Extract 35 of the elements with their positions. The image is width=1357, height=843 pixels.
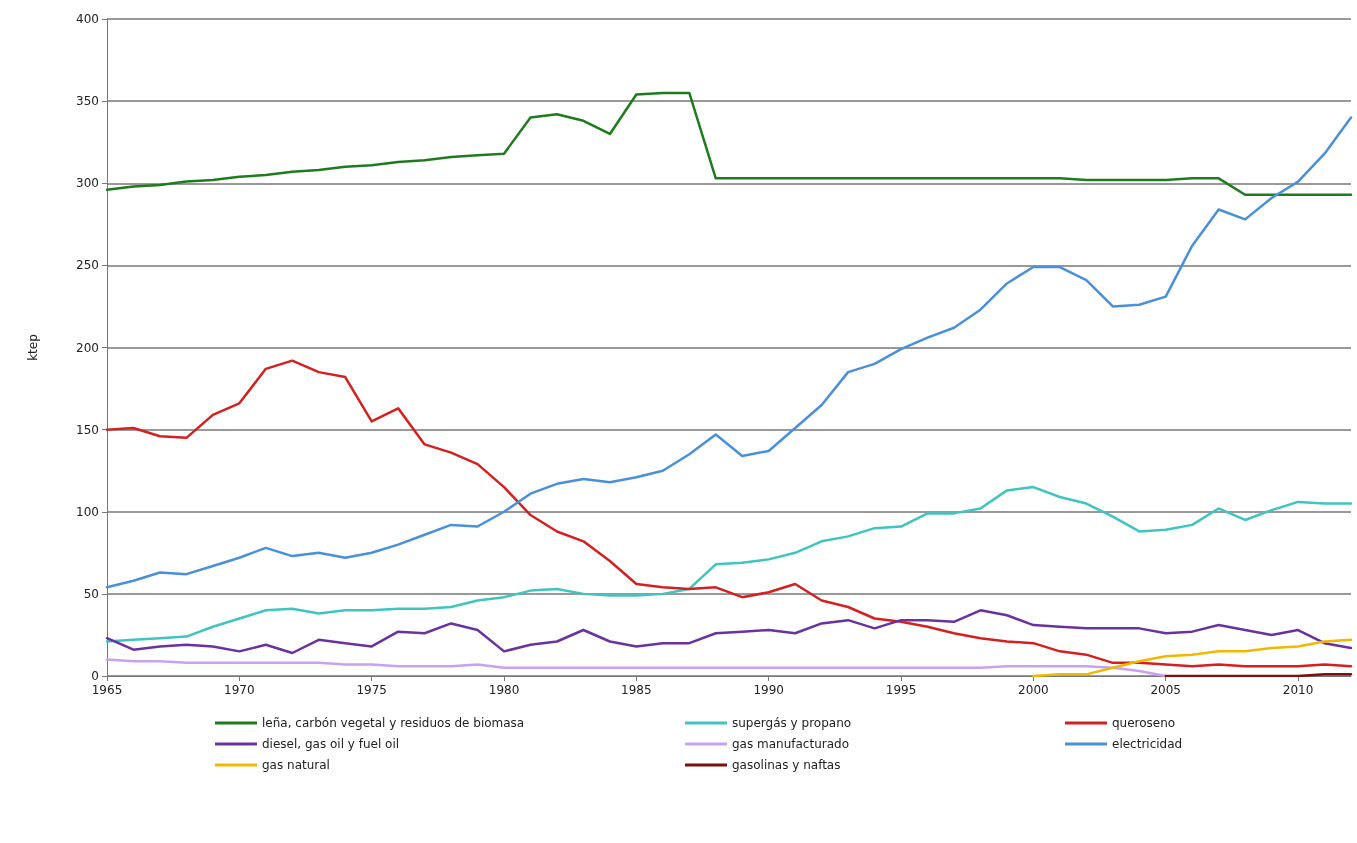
- x-tick-label: 2010: [1282, 683, 1314, 697]
- legend-label: diesel, gas oil y fuel oil: [262, 737, 400, 751]
- y-tick-label: 100: [76, 504, 99, 519]
- x-tick-label: 1980: [488, 683, 520, 697]
- legend-label: gas manufacturado: [732, 737, 850, 751]
- x-tick-label: 1985: [621, 683, 652, 697]
- line-series: [105, 485, 1353, 643]
- x-tick-label: 1995: [885, 683, 917, 697]
- y-tick-label: 350: [76, 94, 99, 109]
- y-tick-label: 250: [76, 258, 99, 273]
- x-tick-label: 1975: [356, 683, 387, 697]
- x-tick-label: 2000: [1018, 683, 1049, 697]
- legend-label: leña, carbón vegetal y residuos de biomasa: [262, 716, 525, 730]
- y-tick-label: 150: [76, 422, 99, 437]
- legend-label: electricidad: [1112, 737, 1183, 751]
- legend-label: supergás y propano: [732, 716, 852, 730]
- x-tick-label: 1970: [224, 683, 255, 697]
- y-tick-label: 400: [76, 12, 99, 26]
- y-tick-label: 300: [76, 176, 99, 191]
- x-tick-label: 2005: [1150, 683, 1181, 697]
- legend-label: gasolinas y naftas: [732, 758, 841, 772]
- line-series: [105, 91, 1353, 196]
- line-series: [105, 658, 1167, 678]
- x-tick-label: 1990: [753, 683, 784, 697]
- legend-label: gas natural: [262, 758, 330, 772]
- y-tick-label: 0: [91, 669, 99, 683]
- line-series: [1032, 638, 1353, 678]
- line-series: [105, 359, 1353, 668]
- y-axis-title: ktep: [26, 334, 40, 361]
- legend-label: queroseno: [1112, 716, 1176, 730]
- y-tick-label: 200: [76, 340, 99, 355]
- line-series: [105, 116, 1353, 589]
- line-series: [105, 609, 1353, 655]
- x-tick-label: 1965: [91, 683, 123, 697]
- y-tick-label: 50: [83, 586, 99, 601]
